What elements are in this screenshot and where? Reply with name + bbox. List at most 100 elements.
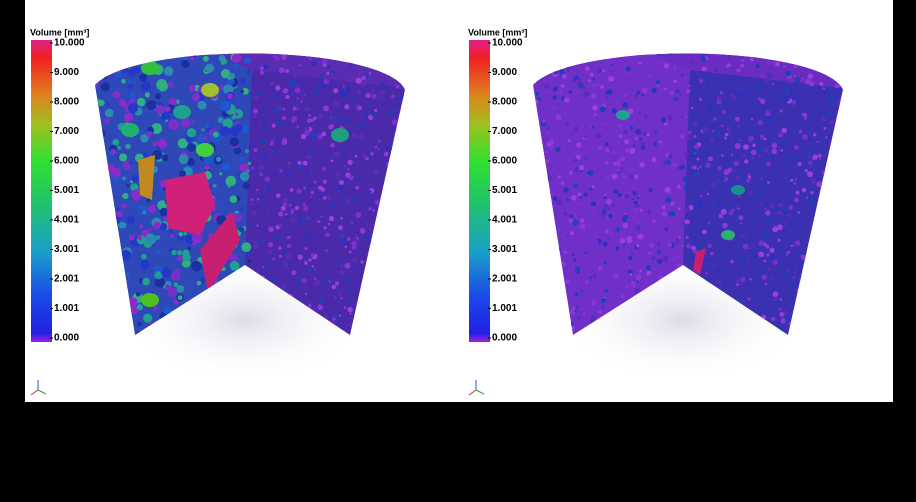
grain (169, 233, 174, 238)
grain (125, 143, 131, 150)
grain (599, 106, 606, 113)
grain (204, 63, 215, 73)
grain (557, 103, 560, 106)
grain (127, 83, 133, 89)
grain (354, 102, 358, 106)
grain (233, 147, 242, 155)
grain (225, 175, 237, 187)
grain (360, 260, 364, 264)
grain (287, 230, 289, 233)
grain (716, 130, 721, 135)
grain (801, 187, 807, 193)
grain (325, 249, 328, 252)
large-grain (173, 105, 191, 119)
grain (355, 77, 362, 84)
grain (727, 63, 731, 68)
grain (177, 250, 183, 256)
grain (235, 112, 239, 116)
grain (810, 178, 817, 185)
grain (260, 138, 266, 144)
grain (708, 156, 713, 162)
grain (828, 94, 834, 101)
grain (611, 63, 614, 67)
grain (675, 241, 678, 244)
colorbar (469, 40, 490, 342)
grain (626, 72, 631, 77)
grain (720, 104, 724, 108)
grain (275, 197, 278, 200)
grain (577, 203, 580, 206)
grain (668, 243, 673, 247)
grain (574, 167, 580, 172)
grain (715, 68, 718, 72)
grain (788, 204, 794, 210)
large-grain (201, 83, 219, 97)
grain (129, 92, 136, 100)
grain (235, 63, 239, 67)
grain (103, 118, 110, 125)
grain (163, 66, 174, 76)
grain (296, 125, 300, 129)
grain (314, 89, 320, 95)
grain (279, 107, 282, 110)
grain (315, 275, 319, 278)
grain (212, 184, 217, 188)
grain (766, 116, 772, 122)
grain (322, 179, 328, 185)
grain (341, 264, 343, 267)
grain (573, 183, 578, 188)
grain (365, 92, 372, 99)
grain (794, 77, 801, 83)
grain (340, 233, 345, 238)
grain (823, 127, 826, 130)
grain (734, 278, 740, 283)
grain (710, 71, 713, 75)
grain (116, 207, 120, 212)
grain (721, 154, 724, 157)
grain (298, 107, 300, 110)
grain (652, 256, 655, 260)
grain (783, 310, 789, 316)
grain (335, 281, 339, 286)
grain (306, 118, 312, 123)
grain (288, 203, 293, 207)
grain (634, 93, 639, 98)
grain (322, 288, 326, 292)
grain (272, 257, 275, 260)
grain (758, 97, 762, 101)
grain (615, 256, 618, 260)
grain (281, 139, 288, 145)
grain (619, 124, 622, 127)
grain (818, 158, 822, 161)
grain (758, 240, 764, 246)
grain (273, 172, 278, 177)
grain (630, 252, 633, 256)
grain (239, 206, 244, 211)
grain (171, 249, 177, 256)
grain (361, 133, 364, 136)
grain (360, 81, 366, 87)
grain (271, 123, 276, 128)
grain (761, 274, 767, 280)
grain (789, 222, 794, 228)
legend-title: Volume [mm³] (30, 27, 89, 37)
grain (114, 71, 122, 79)
grain (610, 81, 613, 84)
grain (658, 140, 662, 144)
grain (739, 139, 742, 142)
grain (605, 229, 609, 234)
grain (751, 198, 756, 203)
grain (782, 91, 785, 94)
grain (180, 117, 191, 128)
grain (226, 77, 235, 86)
grain (290, 215, 293, 218)
grain (615, 246, 620, 251)
grain (639, 162, 645, 168)
grain (140, 205, 149, 214)
grain (646, 209, 652, 214)
grain (622, 222, 628, 229)
grain (803, 116, 807, 120)
grain (247, 161, 252, 166)
grain (748, 190, 753, 195)
grain (130, 306, 139, 315)
